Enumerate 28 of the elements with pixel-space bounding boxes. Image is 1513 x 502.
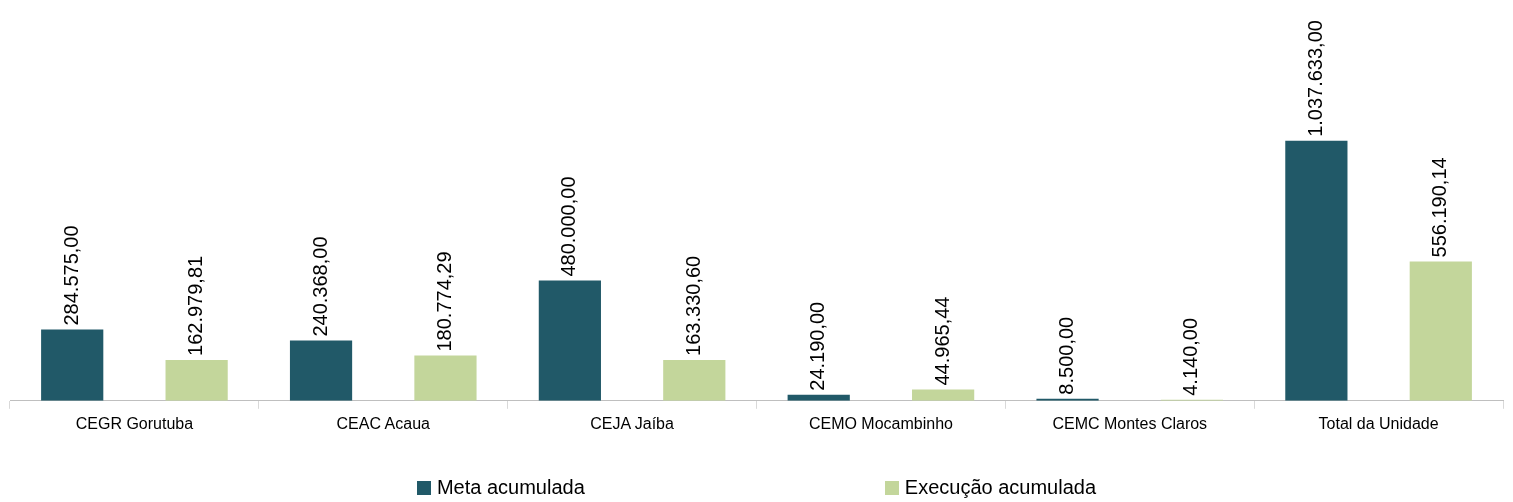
data-label: 284.575,00 [59,225,82,326]
x-tick-label: CEJA Jaíba [590,414,674,432]
data-label: 162.979,81 [184,255,207,356]
legend-label: Meta acumulada [436,476,585,499]
x-tick-label: CEMO Mocambinho [808,414,954,432]
data-label: 4.140,00 [1179,317,1202,396]
bar [663,359,726,401]
data-label: 8.500,00 [1055,316,1078,395]
bar [538,280,601,401]
bar [1285,140,1348,401]
data-label: 163.330,60 [681,255,704,356]
x-tick-label: CEMC Montes Claros [1052,414,1208,432]
bar [289,340,353,401]
x-tick-label: CEAC Acaua [336,414,431,432]
data-label: 556.190,14 [1428,157,1451,258]
data-label: 1.037.633,00 [1303,20,1326,137]
data-label: 480.000,00 [557,176,580,277]
data-label: 44.965,44 [930,296,953,386]
data-label: 240.368,00 [308,236,331,337]
data-label: 180.774,29 [432,251,455,352]
data-label: 24.190,00 [806,301,829,391]
legend-label: Execução acumulada [904,476,1097,499]
x-tick-label: CEGR Gorutuba [75,414,194,432]
bar [1409,261,1472,401]
x-tick-label: Total da Unidade [1318,414,1439,432]
bar [414,355,477,401]
bar [165,359,228,401]
bar [41,329,104,401]
